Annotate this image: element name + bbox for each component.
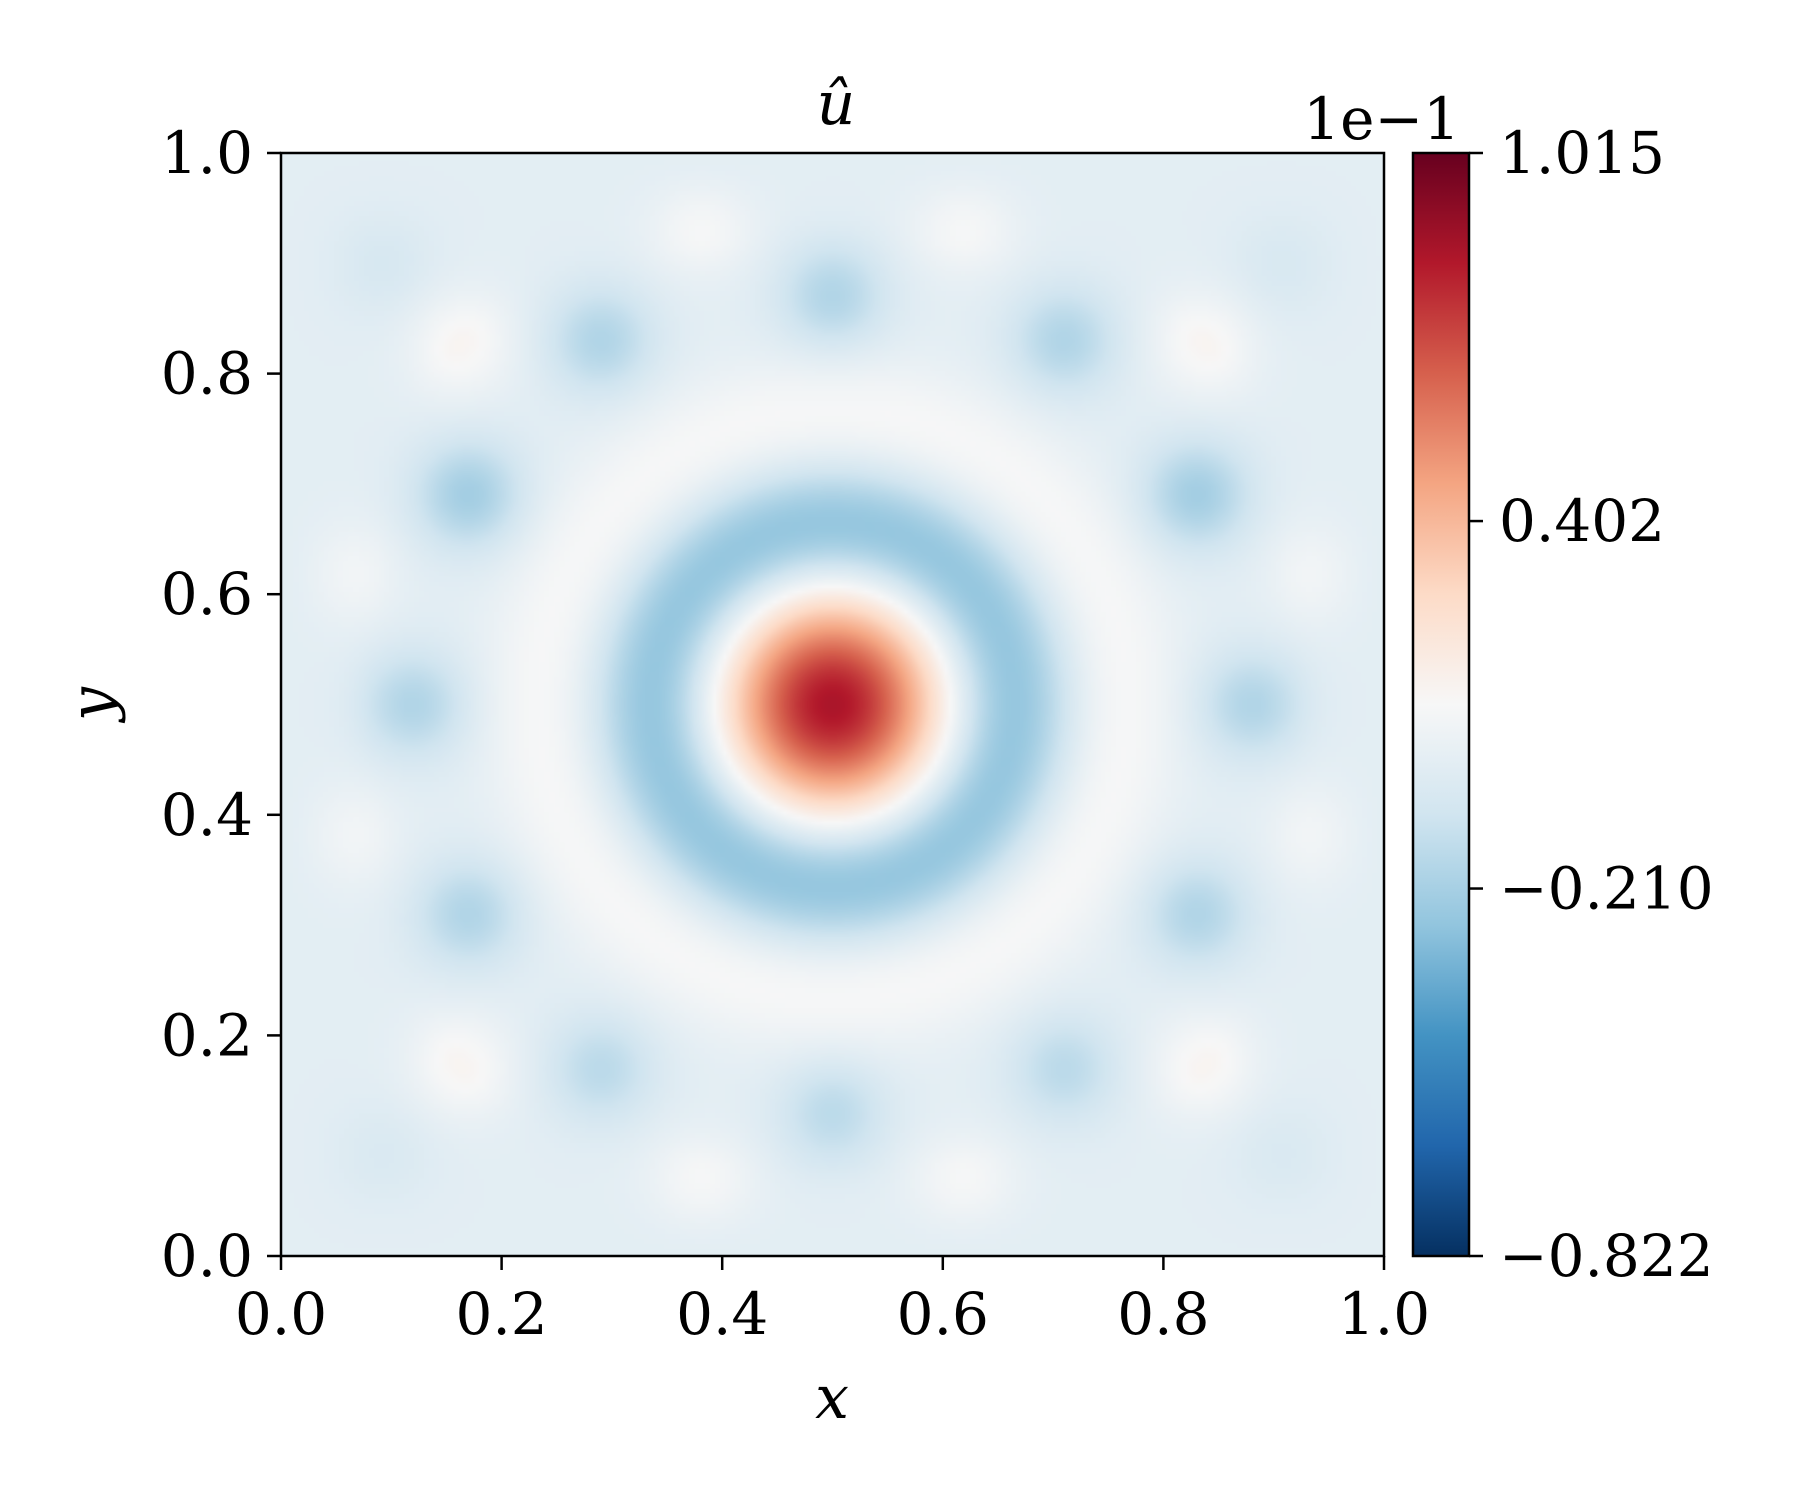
plot-frame [279, 151, 1386, 1258]
y-tick-label: 1.0 [161, 119, 253, 187]
chart-title: û [817, 69, 856, 139]
x-tick-label: 0.2 [455, 1280, 547, 1348]
x-tick-label: 1.0 [1338, 1280, 1430, 1348]
colorbar-offset-text: 1e−1 [1303, 85, 1460, 153]
x-axis-ticks: 0.0 0.2 0.4 0.6 0.8 1.0 [235, 1256, 1430, 1348]
x-tick-label: 0.8 [1117, 1280, 1209, 1348]
y-tick-label: 0.0 [161, 1222, 253, 1290]
y-axis-ticks: 0.0 0.2 0.4 0.6 0.8 1.0 [161, 119, 281, 1290]
colorbar-tick-label: 1.015 [1499, 119, 1665, 187]
y-tick-label: 0.6 [161, 560, 253, 628]
y-tick-label: 0.4 [161, 781, 253, 849]
x-tick-label: 0.6 [897, 1280, 989, 1348]
colorbar-tick-label: −0.822 [1499, 1222, 1714, 1290]
colorbar-tick-label: 0.402 [1499, 487, 1665, 555]
y-tick-label: 0.2 [161, 1001, 253, 1069]
heatmap-image [281, 153, 1384, 1256]
x-tick-label: 0.0 [235, 1280, 327, 1348]
y-tick-label: 0.8 [161, 340, 253, 408]
x-tick-label: 0.4 [676, 1280, 768, 1348]
colorbar-ticks: −0.822 −0.210 0.402 1.015 [1469, 119, 1714, 1290]
x-axis-label: x [815, 1363, 849, 1433]
colorbar-tick-label: −0.210 [1499, 855, 1714, 923]
colorbar [1411, 151, 1471, 1258]
y-axis-label: y [57, 686, 127, 724]
